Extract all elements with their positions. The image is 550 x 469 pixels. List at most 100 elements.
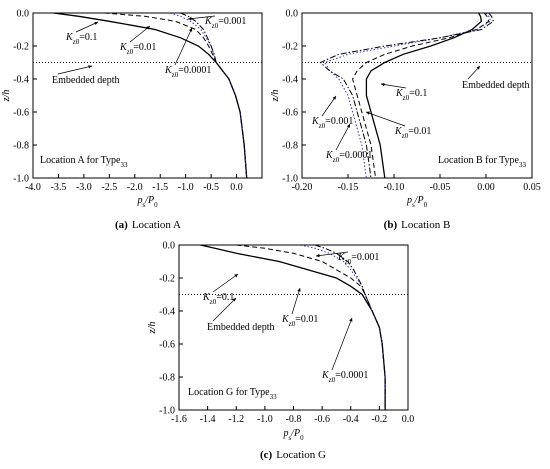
plot-frame — [178, 244, 409, 411]
label-part: =0.0001 — [335, 370, 368, 381]
label-part: K — [281, 314, 290, 325]
label: Location B for Type33 — [438, 155, 527, 169]
caption: (b) Location B — [384, 219, 451, 231]
series-line — [104, 13, 248, 178]
y-tick-label: -0.4 — [13, 75, 29, 86]
y-tick-label: -0.8 — [13, 141, 29, 152]
series-line — [352, 13, 490, 178]
label: Kz0=0.1 — [395, 88, 427, 102]
y-axis-label: z/h — [270, 90, 281, 103]
annotation-arrow — [380, 82, 407, 89]
x-tick-label: -0.10 — [384, 182, 405, 193]
label-part: z0 — [319, 122, 326, 130]
y-tick-label: -1.0 — [13, 174, 29, 185]
label-part: K — [321, 370, 330, 381]
label: Kz0=0.01 — [281, 314, 318, 328]
label-part: =0.0001 — [178, 65, 211, 76]
y-tick-label: -1.0 — [159, 406, 175, 417]
label-part: /P — [290, 428, 300, 439]
x-tick-label: -0.15 — [338, 182, 359, 193]
label-part: z0 — [289, 320, 296, 328]
label: Kz0=0.001 — [337, 252, 379, 266]
label-part: K — [337, 252, 346, 263]
y-tick-label: -1.0 — [282, 174, 298, 185]
label-part: K — [394, 126, 403, 137]
series-line — [314, 245, 386, 410]
label-part: Location B for Type — [438, 155, 520, 166]
label-part: K — [311, 116, 320, 127]
label-part: /P — [144, 195, 154, 206]
y-tick-label: 0.0 — [286, 9, 299, 20]
label: ps/P0 — [406, 195, 428, 209]
y-tick-label: -0.8 — [159, 373, 175, 384]
x-tick-label: 0.00 — [477, 182, 495, 193]
depth-arrow — [212, 297, 237, 322]
depth-arrow — [57, 65, 93, 75]
x-tick-label: -0.2 — [371, 414, 387, 425]
label-part: =0.1 — [79, 32, 97, 43]
label-part: z0 — [329, 376, 336, 384]
label-part: z0 — [127, 48, 134, 56]
label-part: 33 — [270, 393, 278, 401]
annotation-arrow — [365, 111, 406, 127]
label: Location A for Type33 — [40, 155, 128, 169]
x-tick-label: 0.05 — [523, 182, 541, 193]
annotation-arrow — [315, 251, 349, 258]
label-part: 0 — [300, 434, 304, 442]
y-axis-label: z/h — [1, 90, 12, 103]
label: Kz0=0.001 — [311, 116, 353, 130]
x-tick-label: -0.5 — [203, 182, 219, 193]
y-tick-label: -0.2 — [159, 274, 175, 285]
y-tick-label: -0.6 — [13, 108, 29, 119]
label: ps/P0 — [282, 428, 304, 442]
annotation-arrow — [129, 25, 151, 43]
depth-arrow — [467, 65, 481, 80]
x-tick-label: -0.6 — [314, 414, 330, 425]
annotation-arrow — [291, 287, 301, 315]
annotation-arrow — [321, 95, 337, 117]
series-line — [324, 13, 492, 178]
label-part: 33 — [519, 161, 527, 169]
x-tick-label: -3.0 — [76, 182, 92, 193]
plot-frame — [301, 12, 533, 179]
label-part: K — [164, 65, 173, 76]
label: Kz0=0.0001 — [325, 150, 372, 164]
label-part: =0.001 — [218, 16, 246, 27]
x-tick-label: -1.2 — [228, 414, 244, 425]
depth-label: Embedded depth — [52, 75, 119, 86]
label-part: K — [325, 150, 334, 161]
label-part: =0.001 — [351, 252, 379, 263]
label-part: s — [288, 434, 291, 442]
y-axis-label: z/h — [147, 322, 158, 335]
label-part: s — [412, 201, 415, 209]
x-tick-label: -1.6 — [171, 414, 187, 425]
label-part: 0 — [154, 201, 158, 209]
y-tick-label: 0.0 — [17, 9, 30, 20]
caption: (c) Location G — [260, 449, 326, 461]
annotation-arrow — [187, 15, 216, 21]
x-tick-label: -0.05 — [430, 182, 451, 193]
caption: (a) Location A — [115, 219, 181, 231]
y-tick-label: 0.0 — [163, 241, 176, 252]
caption-text: Location G — [276, 449, 326, 461]
label-part: =0.0001 — [339, 150, 372, 161]
annotation-arrow — [212, 273, 239, 293]
series-line — [180, 13, 248, 178]
label-part: z0 — [73, 38, 80, 46]
label-part: z0 — [210, 298, 217, 306]
label-part: =0.001 — [325, 116, 353, 127]
label-part: 0 — [424, 201, 428, 209]
label-part: Location A for Type — [40, 155, 121, 166]
label: Kz0=0.0001 — [164, 65, 211, 79]
label-part: =0.01 — [408, 126, 431, 137]
depth-label: Embedded depth — [207, 322, 274, 333]
label-part: K — [65, 32, 74, 43]
label-part: K — [395, 88, 404, 99]
label-part: =0.01 — [133, 42, 156, 53]
annotation-arrow — [331, 317, 353, 371]
depth-label: Embedded depth — [462, 80, 529, 91]
caption-text: Location B — [401, 219, 450, 231]
x-tick-label: -0.20 — [292, 182, 313, 193]
label: Kz0=0.01 — [394, 126, 431, 140]
